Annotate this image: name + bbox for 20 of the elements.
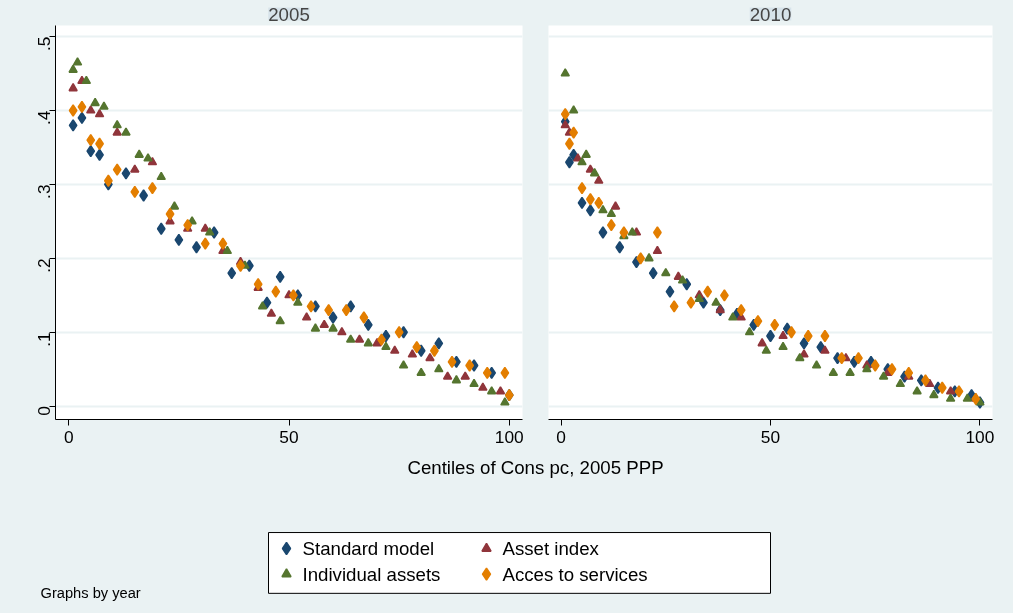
y-tick-label: .2 [34, 258, 55, 273]
y-tick-label: 0 [34, 406, 55, 416]
text: Graphs by year [40, 584, 141, 601]
legend-label: Individual assets [302, 563, 441, 585]
legend-label: Asset index [502, 538, 600, 560]
chart-title: 2005 [268, 3, 310, 25]
legend-label: Standard model [302, 538, 435, 560]
x-tick-label: 50 [279, 426, 299, 447]
x-tick-label: 50 [760, 426, 781, 447]
x-tick-label: 0 [556, 426, 566, 447]
x-tick-label: 100 [494, 426, 524, 447]
y-tick-label: .1 [34, 332, 55, 347]
legend-label: Acces to services [502, 563, 648, 585]
y-tick-label: .4 [34, 110, 55, 125]
x-tick-label: 0 [63, 426, 74, 447]
chart-title: 2010 [749, 3, 792, 25]
y-tick-label: .5 [34, 36, 55, 52]
x-axis-title: Centiles of Cons pc, 2005 PPP [407, 456, 664, 478]
x-tick-label: 100 [965, 426, 995, 447]
y-tick-label: .3 [34, 184, 55, 199]
